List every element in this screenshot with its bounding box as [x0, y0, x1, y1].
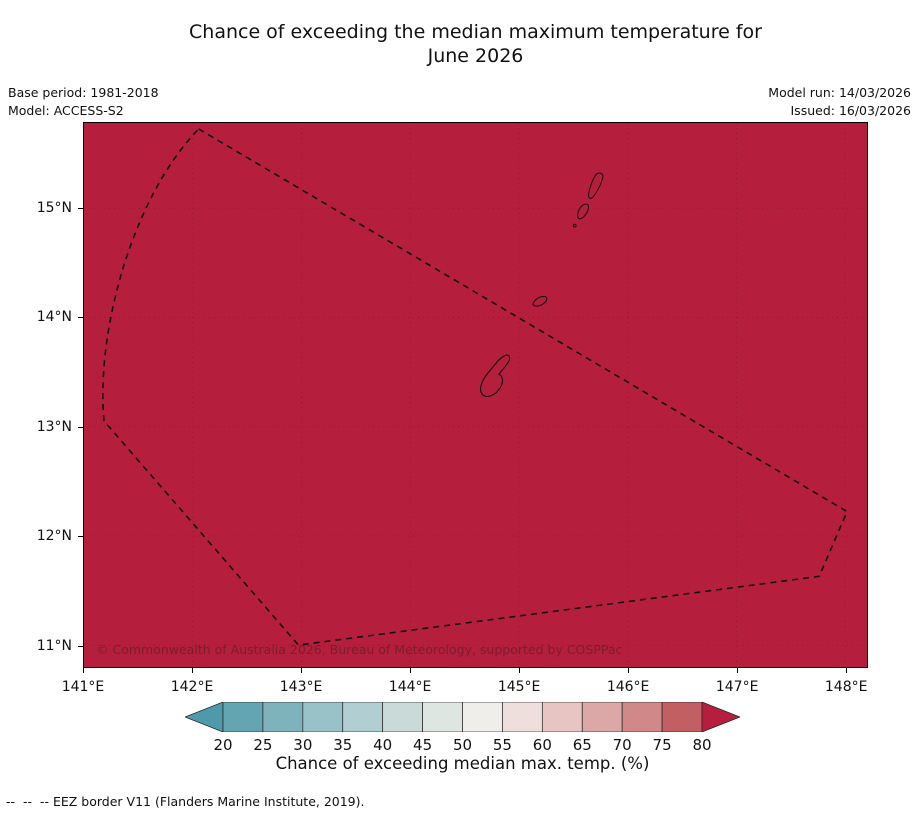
chart-title-line1: Chance of exceeding the median maximum t…	[189, 21, 762, 43]
y-axis-tick-label: 12°N	[36, 528, 72, 545]
x-axis-tick-label: 142°E	[170, 679, 214, 695]
colorbar-segment	[382, 701, 423, 733]
footer-dash-legend: -- -- --	[6, 794, 49, 809]
x-tick-mark	[519, 668, 521, 673]
colorbar-label: Chance of exceeding median max. temp. (%…	[275, 754, 650, 773]
colorbar-tick-label: 35	[333, 736, 353, 754]
footer-text: EEZ border V11 (Flanders Marine Institut…	[52, 794, 365, 809]
x-axis-tick-label: 141°E	[61, 679, 105, 695]
island-rota	[532, 295, 548, 307]
colorbar-tick-label: 40	[373, 736, 393, 754]
island-tinian	[577, 203, 589, 220]
map-svg	[84, 123, 867, 667]
x-tick-mark	[737, 668, 739, 673]
colorbar-tick-label: 65	[572, 736, 592, 754]
footer-eez-note: -- -- -- EEZ border V11 (Flanders Marine…	[6, 794, 365, 809]
colorbar-segment	[342, 701, 384, 733]
meta-model: Model: ACCESS-S2	[8, 103, 124, 118]
meta-issued: Issued: 16/03/2026	[790, 103, 912, 118]
colorbar-svg	[184, 701, 741, 733]
colorbar-tick-label: 55	[492, 736, 512, 754]
colorbar-tick-label: 20	[213, 736, 233, 754]
y-axis-tick-label: 15°N	[36, 199, 72, 216]
x-axis-tick-label: 144°E	[388, 679, 432, 695]
chart-title: Chance of exceeding the median maximum t…	[83, 20, 868, 68]
colorbar-arrow-high	[701, 701, 741, 733]
chart-title-line2: June 2026	[427, 45, 524, 67]
meta-model-run: Model run: 14/03/2026	[768, 85, 911, 100]
map-copyright: © Commonwealth of Australia 2026, Bureau…	[96, 642, 623, 657]
colorbar-segment	[661, 701, 703, 733]
x-tick-mark	[628, 668, 630, 673]
x-axis-tick-label: 143°E	[279, 679, 323, 695]
colorbar-tick-label: 75	[652, 736, 672, 754]
y-tick-mark	[78, 426, 83, 428]
y-axis-tick-label: 14°N	[36, 309, 72, 326]
x-axis-tick-label: 148°E	[824, 679, 868, 695]
y-tick-mark	[78, 317, 83, 319]
y-axis-tick-label: 13°N	[36, 418, 72, 435]
colorbar	[184, 701, 741, 733]
y-tick-mark	[78, 646, 83, 648]
eez-border	[102, 128, 848, 646]
x-tick-mark	[301, 668, 303, 673]
island-saipan	[588, 172, 604, 199]
colorbar-tick-label: 50	[452, 736, 473, 754]
colorbar-tick-label: 45	[413, 736, 433, 754]
x-axis-tick-label: 147°E	[715, 679, 759, 695]
x-tick-mark	[83, 668, 84, 673]
colorbar-tick-label: 80	[692, 736, 712, 754]
y-axis-tick-label: 11°N	[36, 638, 72, 655]
y-tick-mark	[78, 536, 83, 538]
colorbar-segment	[262, 701, 304, 733]
island-guam	[480, 354, 511, 397]
colorbar-tick-label: 30	[293, 736, 313, 754]
colorbar-segment	[581, 701, 623, 733]
colorbar-segment	[302, 701, 344, 733]
x-axis-tick-label: 146°E	[606, 679, 650, 695]
colorbar-segment	[462, 701, 503, 733]
colorbar-segment	[502, 701, 543, 733]
meta-right: Model run: 14/03/2026 Issued: 16/03/2026	[768, 84, 911, 120]
x-tick-mark	[410, 668, 412, 673]
x-tick-mark	[192, 668, 194, 673]
colorbar-segment	[621, 701, 663, 733]
map-plot: © Commonwealth of Australia 2026, Bureau…	[83, 122, 868, 668]
island-aguijan	[572, 223, 577, 228]
colorbar-arrow-low	[184, 701, 224, 733]
meta-left: Base period: 1981-2018 Model: ACCESS-S2	[8, 84, 159, 120]
colorbar-segment	[222, 701, 264, 733]
colorbar-segment	[541, 701, 583, 733]
x-tick-mark	[846, 668, 848, 673]
colorbar-tick-label: 70	[612, 736, 632, 754]
x-axis-tick-label: 145°E	[497, 679, 541, 695]
y-tick-mark	[78, 207, 83, 209]
colorbar-tick-label: 60	[532, 736, 552, 754]
meta-base-period: Base period: 1981-2018	[8, 85, 159, 100]
colorbar-tick-label: 25	[253, 736, 273, 754]
colorbar-segment	[422, 701, 463, 733]
